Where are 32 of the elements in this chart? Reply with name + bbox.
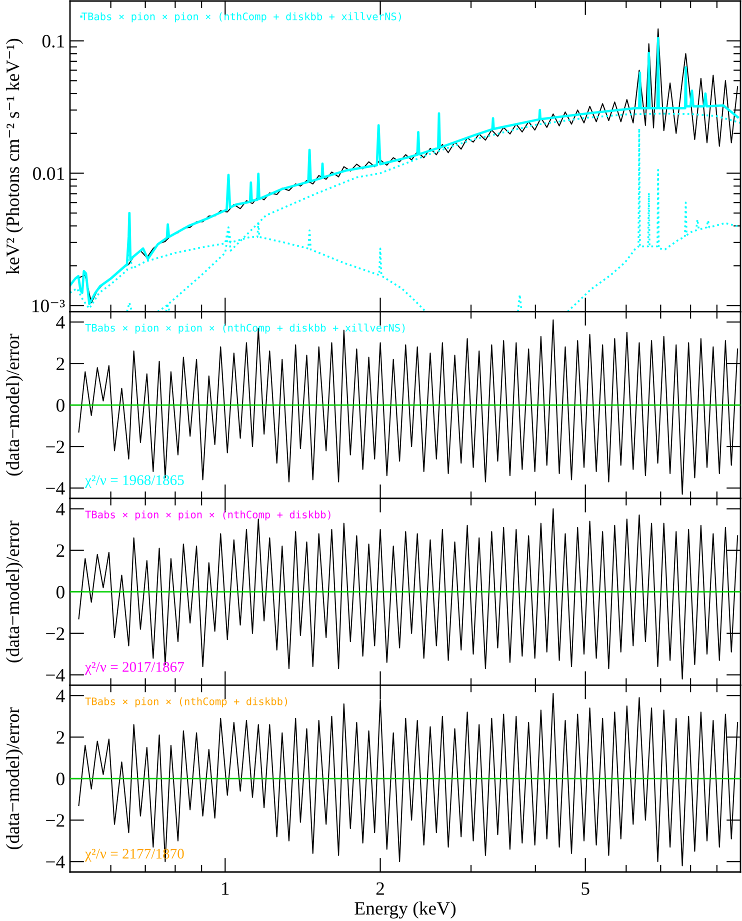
y-tick-label: 4 (56, 690, 65, 702)
y-tick-label: 2 (56, 544, 64, 557)
annotation: χ²/ν = 1968/1865 (84, 475, 184, 488)
y-tick-label: −4 (46, 482, 65, 495)
y-tick-label: −4 (46, 856, 65, 868)
legend-label: TBabs × pion × pion × (nthComp + diskbb + xillverNS) (82, 12, 401, 22)
x-tick-label: 2 (376, 882, 384, 895)
annotation: TBabs × pion × pion × (nthComp + diskbb + xillverNS) (85, 324, 405, 334)
x-tick-label: 1 (222, 882, 229, 895)
y-axis-title: keV² (Photons cm⁻² s⁻¹ keV⁻¹) (6, 38, 23, 274)
y-tick-label: −2 (46, 627, 64, 640)
y-tick-label: 0.1 (42, 34, 64, 48)
y-tick-label: 2 (56, 358, 64, 370)
annotation: TBabs × pion × pion × (nthComp + diskbb) (85, 510, 330, 520)
y-axis-title: (data−model)/error (6, 707, 23, 850)
y-tick-label: 4 (56, 502, 65, 516)
y-tick-label: 10⁻³ (32, 300, 65, 312)
y-tick-label: −4 (46, 669, 65, 682)
y-tick-label: 2 (56, 731, 64, 744)
y-tick-label: −2 (46, 814, 64, 827)
y-tick-label: 0 (56, 772, 64, 786)
annotation: χ²/ν = 2017/1867 (84, 662, 184, 675)
x-axis-title: Energy (keV) (354, 902, 456, 919)
x-tick-label: 5 (582, 882, 590, 895)
y-tick-label: 4 (56, 316, 65, 329)
y-tick-label: −2 (46, 440, 64, 454)
annotation: TBabs × pion × (nthComp + diskbb) (85, 697, 288, 708)
y-tick-label: 0.01 (33, 167, 64, 180)
y-tick-label: 0 (56, 586, 64, 599)
y-axis-title: (data−model)/error (6, 520, 23, 662)
y-axis-title: (data−model)/error (6, 334, 23, 476)
y-tick-label: 0 (56, 399, 64, 412)
